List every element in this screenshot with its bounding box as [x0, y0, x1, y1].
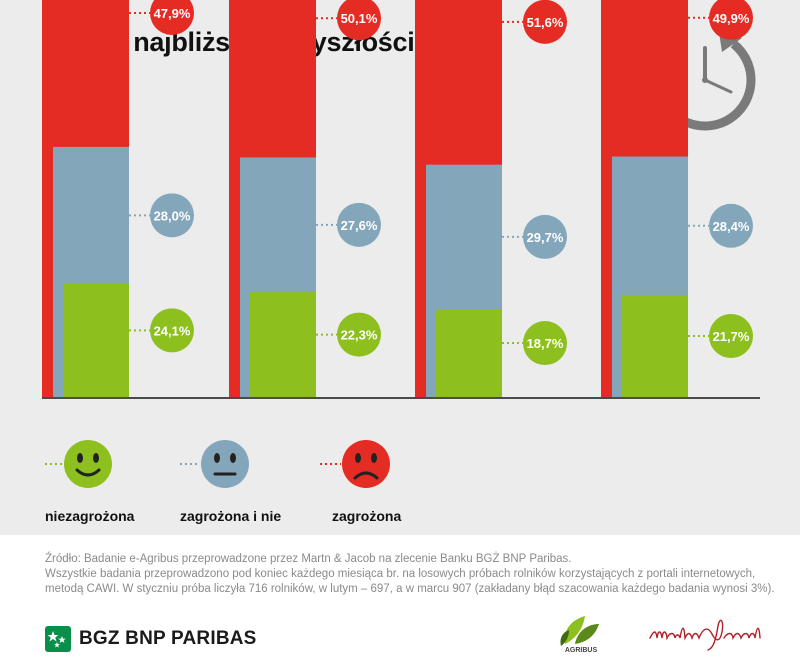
bar-niezagrozona [63, 283, 129, 397]
label-zagrozona: 49,9% [713, 11, 750, 26]
bar-niezagrozona [622, 295, 688, 397]
label-bubble [337, 312, 381, 357]
bank-name: BGZ BNP PARIBAS [79, 628, 257, 649]
label-bubble [709, 203, 753, 248]
label-zagrozona-i-nie: 27,6% [341, 218, 378, 233]
label-zagrozona: 51,6% [527, 15, 564, 30]
label-zagrozona-i-nie: 28,4% [713, 219, 750, 234]
chart-area: 47,9% 28,0% 24,1% 50,1% 27,6% 22,3% 51,6% 29,7%… [42, 0, 760, 488]
smiley-neutral-icon [201, 440, 249, 488]
label-bubble [337, 202, 381, 247]
label-bubble [709, 0, 753, 40]
agribus-logo: AGRIBUS [555, 610, 605, 658]
legend-label-zagrozona-i-nie: zagrożona i nie [180, 508, 282, 524]
source-note: Źródło: Badanie e-Agribus przeprowadzone… [45, 552, 775, 597]
bar-niezagrozona [250, 292, 316, 397]
label-bubble [150, 0, 194, 35]
source-line-3: metodą CAWI. W styczniu próba liczyła 71… [45, 583, 775, 595]
label-zagrozona-i-nie: 28,0% [154, 208, 191, 223]
bar-niezagrozona [436, 309, 502, 397]
source-line-2: Wszystkie badania przeprowadzono pod kon… [45, 568, 756, 580]
agribus-name: AGRIBUS [564, 647, 598, 654]
legend-label-niezagrozona: niezagrożona [45, 508, 135, 524]
label-bubble [150, 193, 194, 238]
label-bubble [150, 308, 194, 353]
label-niezagrozona: 18,7% [527, 336, 564, 351]
bnp-stars-logo [45, 626, 71, 652]
label-niezagrozona: 22,3% [341, 328, 378, 343]
label-bubble [337, 0, 381, 41]
smiley-happy-icon [64, 440, 112, 488]
smiley-sad-icon [342, 440, 390, 488]
label-niezagrozona: 24,1% [154, 323, 191, 338]
label-bubble [523, 0, 567, 44]
label-zagrozona: 50,1% [341, 11, 378, 26]
label-zagrozona-i-nie: 29,7% [527, 230, 564, 245]
label-niezagrozona: 21,7% [713, 329, 750, 344]
label-bubble [709, 314, 753, 359]
source-line-1: Źródło: Badanie e-Agribus przeprowadzone… [45, 553, 572, 565]
agribus-leaf-icon [560, 616, 599, 646]
martin-jacob-logo [649, 619, 761, 651]
label-zagrozona: 47,9% [154, 6, 191, 21]
label-bubble [523, 321, 567, 366]
bank-logo: BGZ BNP PARIBAS [45, 624, 257, 654]
label-bubble [523, 214, 567, 259]
legend-label-zagrozona: zagrożona [332, 508, 402, 524]
